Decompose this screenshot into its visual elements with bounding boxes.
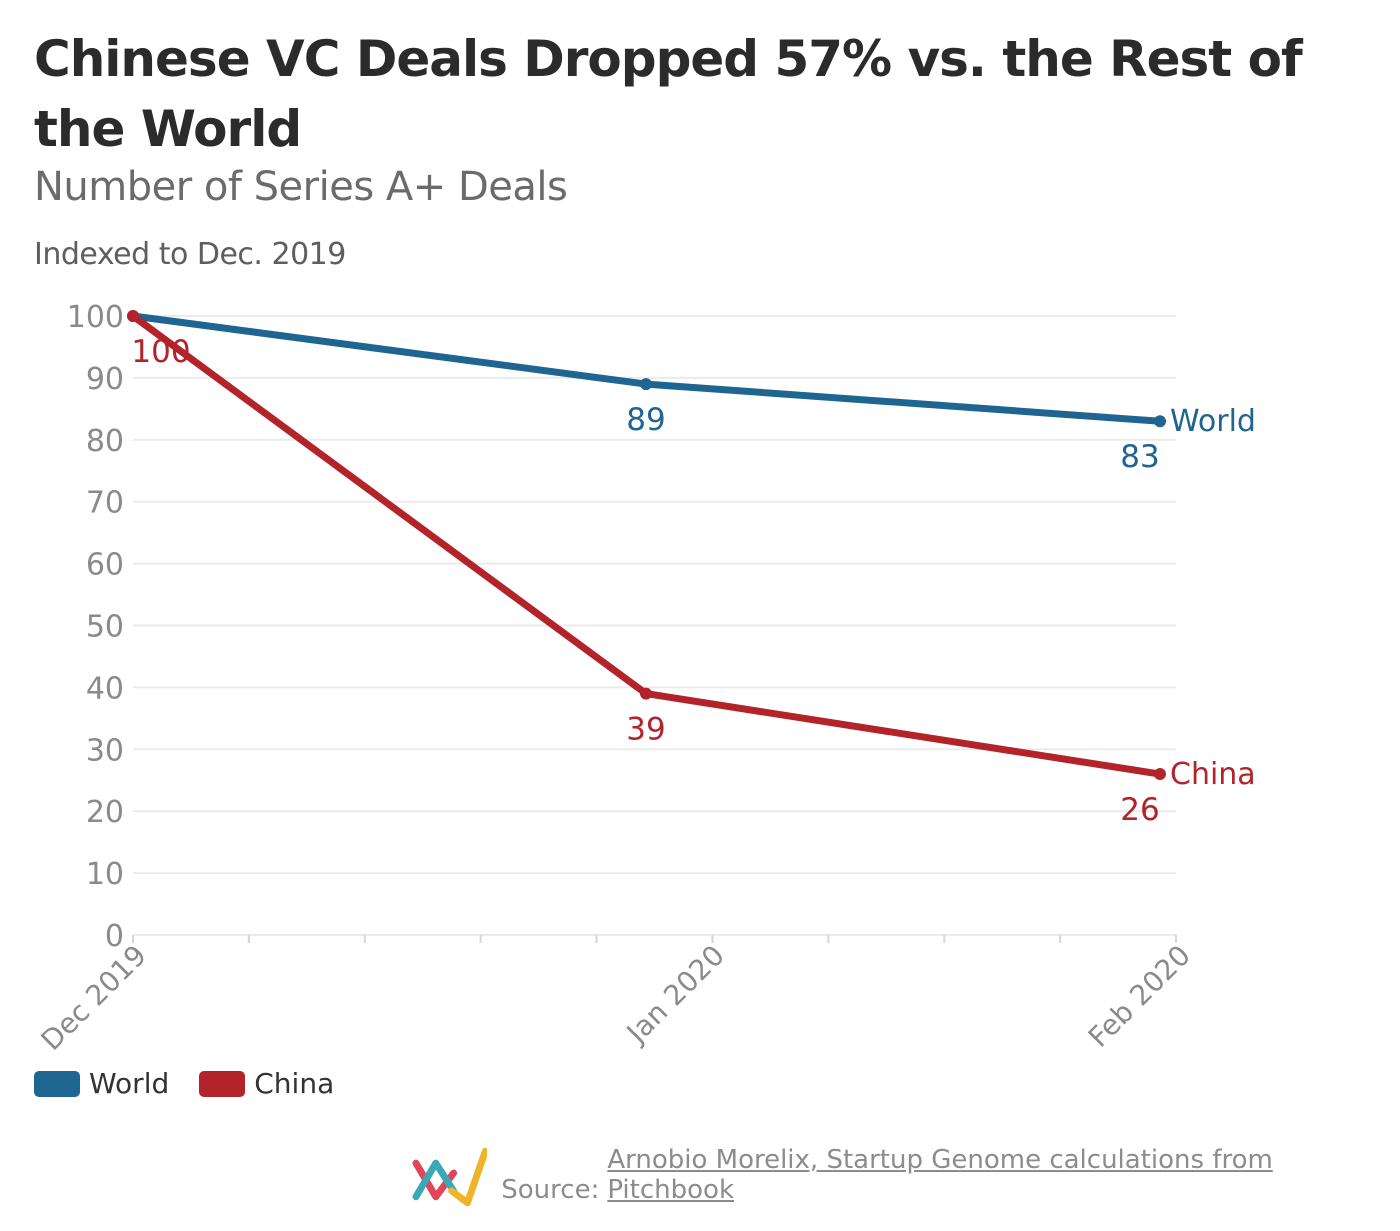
legend-swatch-world [34, 1070, 80, 1097]
y-tick-label: 100 [67, 300, 124, 335]
legend-swatch-china [199, 1070, 246, 1097]
x-tick-label: Jan 2020 [619, 939, 731, 1051]
y-tick-label: 80 [86, 424, 124, 459]
y-tick-label: 40 [86, 671, 124, 706]
data-label-world: 89 [626, 402, 665, 438]
data-point-world [1154, 415, 1166, 428]
data-label-china: 100 [131, 334, 190, 370]
series-end-label-china: China [1170, 757, 1256, 792]
data-point-china [1154, 768, 1166, 781]
y-tick-label: 90 [86, 362, 124, 397]
chart-subtitle: Number of Series A+ Deals [34, 164, 568, 210]
y-tick-label: 60 [86, 548, 124, 583]
data-point-world [640, 378, 652, 391]
source-line: Source: Arnobio Morelix, Startup Genome … [412, 1145, 1400, 1207]
series-end-label-world: World [1170, 404, 1256, 439]
logo-icon [412, 1147, 488, 1207]
y-tick-label: 20 [86, 795, 124, 830]
x-tick-label: Feb 2020 [1082, 939, 1197, 1054]
data-label-china: 39 [626, 712, 665, 748]
y-tick-label: 70 [86, 486, 124, 521]
data-label-china: 26 [1120, 792, 1159, 828]
y-axis-label: Indexed to Dec. 2019 [34, 237, 346, 272]
y-tick-label: 0 [105, 919, 124, 954]
chart-title: Chinese VC Deals Dropped 57% vs. the Res… [34, 30, 1303, 158]
source-label: Source: [501, 1175, 600, 1205]
source-link[interactable]: Arnobio Morelix, Startup Genome calculat… [607, 1145, 1273, 1205]
legend: World China [34, 1067, 364, 1100]
legend-item-world[interactable]: World [34, 1067, 169, 1100]
y-tick-label: 30 [86, 733, 124, 768]
data-point-china [640, 687, 652, 700]
y-tick-label: 50 [86, 610, 124, 645]
legend-label-world: World [89, 1067, 170, 1100]
x-tick-label: Dec 2019 [35, 939, 153, 1057]
data-point-china [127, 310, 139, 322]
data-label-world: 83 [1120, 439, 1159, 475]
y-tick-label: 10 [86, 857, 124, 892]
legend-item-china[interactable]: China [199, 1067, 334, 1100]
legend-label-china: China [254, 1067, 335, 1100]
